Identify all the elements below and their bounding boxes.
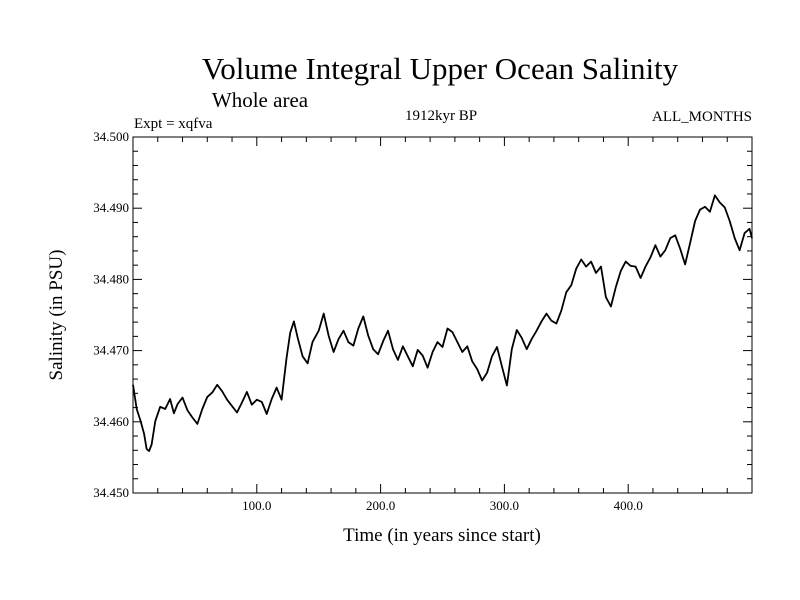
chart-subtitle: Whole area: [212, 88, 309, 112]
salinity-series-line: [132, 194, 753, 452]
x-axis: 100.0 200.0 300.0 400.0: [157, 137, 728, 513]
y-axis-label: Salinity (in PSU): [46, 250, 67, 381]
y-tick-label: 34.490: [93, 200, 129, 215]
months-label: ALL_MONTHS: [652, 109, 752, 125]
x-axis-label: Time (in years since start): [343, 525, 541, 546]
y-tick-label: 34.470: [93, 343, 129, 358]
y-tick-label: 34.480: [93, 271, 129, 286]
y-tick-label: 34.460: [93, 414, 129, 429]
y-tick-label: 34.500: [93, 129, 129, 144]
y-axis: 34.450 34.460 34.470 34.480 34.490 34.500: [93, 129, 752, 500]
x-tick-label: 400.0: [614, 498, 643, 513]
x-tick-label: 300.0: [490, 498, 519, 513]
period-label: 1912kyr BP: [405, 108, 477, 124]
plot-frame: [132, 136, 753, 494]
x-tick-label: 100.0: [242, 498, 271, 513]
chart-title: Volume Integral Upper Ocean Salinity: [202, 51, 679, 86]
x-tick-label: 200.0: [366, 498, 395, 513]
experiment-label: Expt = xqfva: [134, 116, 213, 132]
y-tick-label: 34.450: [93, 485, 129, 500]
